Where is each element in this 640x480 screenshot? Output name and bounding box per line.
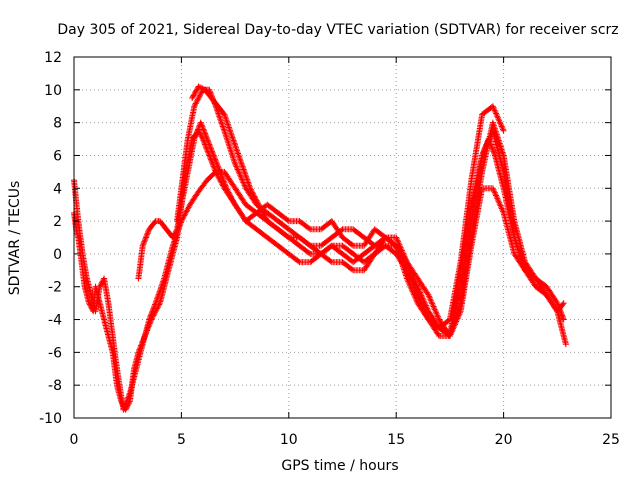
y-tick-label: 6: [53, 148, 62, 164]
y-tick-label: 4: [53, 181, 62, 197]
x-axis-label: GPS time / hours: [281, 458, 398, 474]
y-tick-label: 2: [53, 214, 62, 230]
series-layer: [71, 83, 569, 413]
plot-frame: [73, 56, 612, 419]
y-tick-label: -2: [48, 280, 62, 296]
y-tick-label: -8: [48, 378, 62, 394]
series-track-e: [189, 83, 507, 331]
x-tick-label: 20: [495, 432, 513, 448]
x-tick-label: 5: [177, 432, 186, 448]
x-tick-label: 25: [602, 432, 620, 448]
y-tick-label: 12: [44, 50, 62, 66]
y-tick-label: -10: [39, 411, 62, 427]
y-tick-label: 0: [53, 247, 62, 263]
x-tick-label: 0: [70, 432, 79, 448]
y-tick-label: -4: [48, 313, 62, 329]
x-tick-label: 15: [387, 432, 405, 448]
chart-title: Day 305 of 2021, Sidereal Day-to-day VTE…: [57, 22, 618, 38]
y-tick-label: 8: [53, 116, 62, 132]
y-tick-label: -6: [48, 345, 62, 361]
axis-ticks: 0 5 10 15 20 25 -10 -8 -6 -4 -2 0 2 4 6 8 10 12: [39, 50, 620, 448]
y-tick-label: 10: [44, 83, 62, 99]
x-tick-label: 10: [280, 432, 298, 448]
y-axis-label: SDTVAR / TECUs: [7, 181, 23, 296]
